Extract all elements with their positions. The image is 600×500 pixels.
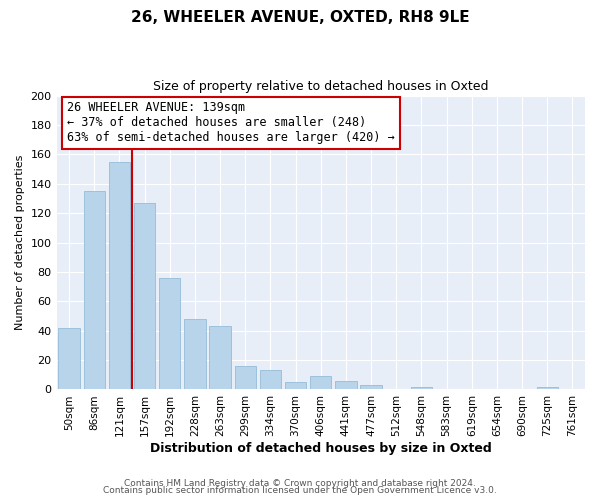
Bar xyxy=(411,386,432,390)
Text: Contains public sector information licensed under the Open Government Licence v3: Contains public sector information licen… xyxy=(103,486,497,495)
Bar xyxy=(310,376,331,390)
Bar xyxy=(260,370,281,390)
Y-axis label: Number of detached properties: Number of detached properties xyxy=(15,155,25,330)
Bar xyxy=(83,191,105,390)
Text: 26 WHEELER AVENUE: 139sqm
← 37% of detached houses are smaller (248)
63% of semi: 26 WHEELER AVENUE: 139sqm ← 37% of detac… xyxy=(67,102,395,144)
Bar xyxy=(361,385,382,390)
Bar xyxy=(134,203,155,390)
Bar xyxy=(285,382,307,390)
Bar xyxy=(235,366,256,390)
X-axis label: Distribution of detached houses by size in Oxted: Distribution of detached houses by size … xyxy=(150,442,491,455)
Text: 26, WHEELER AVENUE, OXTED, RH8 9LE: 26, WHEELER AVENUE, OXTED, RH8 9LE xyxy=(131,10,469,25)
Bar xyxy=(109,162,130,390)
Bar xyxy=(536,386,558,390)
Bar xyxy=(184,319,206,390)
Bar xyxy=(159,278,181,390)
Bar xyxy=(209,326,231,390)
Bar xyxy=(335,380,356,390)
Bar xyxy=(58,328,80,390)
Text: Contains HM Land Registry data © Crown copyright and database right 2024.: Contains HM Land Registry data © Crown c… xyxy=(124,478,476,488)
Title: Size of property relative to detached houses in Oxted: Size of property relative to detached ho… xyxy=(153,80,488,93)
